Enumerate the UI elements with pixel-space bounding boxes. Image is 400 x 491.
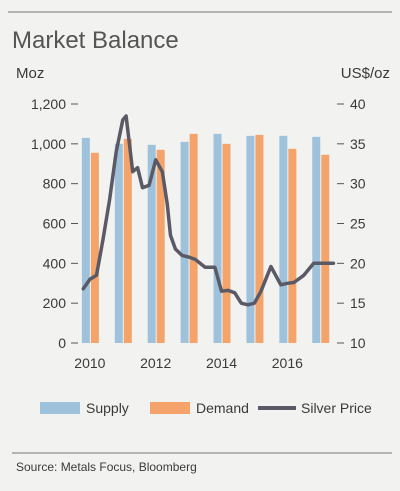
legend-price-label: Silver Price [301, 400, 372, 416]
demand-bar [222, 143, 231, 343]
silver-price-series [81, 114, 336, 307]
source-note: Source: Metals Focus, Bloomberg [16, 460, 197, 474]
chart-title: Market Balance [12, 27, 179, 54]
silver-price-line [81, 114, 336, 307]
supply-bar [180, 141, 189, 343]
x-tick-label: 2016 [272, 355, 303, 371]
right-tick-label: 15 [350, 295, 366, 311]
right-axis-unit: US$/oz [341, 65, 390, 82]
right-tick-label: 30 [350, 176, 366, 192]
left-axis-unit: Moz [16, 65, 44, 82]
right-tick-label: 20 [350, 255, 366, 271]
right-tick-label: 25 [350, 216, 366, 232]
demand-bar [156, 149, 165, 343]
demand-bar [288, 148, 297, 343]
x-axis-ticks: 2010 2012 2014 2016 [74, 355, 303, 371]
x-tick-label: 2014 [206, 355, 237, 371]
right-tick-label: 35 [350, 136, 366, 152]
supply-bar [213, 133, 222, 343]
legend-supply-swatch [40, 402, 80, 414]
supply-bar [312, 136, 321, 343]
legend-demand-swatch [150, 402, 190, 414]
supply-bar [246, 135, 255, 343]
legend-supply-label: Supply [86, 400, 129, 416]
left-tick-label: 1,000 [31, 136, 66, 152]
demand-bar [255, 134, 264, 343]
demand-bar [123, 138, 132, 343]
supply-bar [279, 135, 288, 343]
right-tick-label: 40 [350, 96, 366, 112]
left-tick-label: 600 [43, 216, 67, 232]
supply-bar [81, 137, 90, 343]
demand-bar [321, 154, 330, 343]
left-tick-label: 400 [43, 255, 67, 271]
bar-series [81, 133, 330, 343]
x-tick-label: 2012 [140, 355, 171, 371]
left-tick-label: 200 [43, 295, 67, 311]
demand-bar [90, 152, 99, 343]
supply-bar [114, 143, 123, 343]
legend-demand-label: Demand [196, 400, 249, 416]
x-tick-label: 2010 [74, 355, 105, 371]
legend: Supply Demand Silver Price [40, 400, 372, 416]
left-tick-label: 1,200 [31, 96, 66, 112]
supply-bar [147, 144, 156, 343]
left-axis-ticks: 0 200 400 600 800 1,000 1,200 [31, 96, 78, 351]
demand-bar [189, 133, 198, 343]
left-tick-label: 800 [43, 176, 67, 192]
right-tick-label: 10 [350, 335, 366, 351]
left-tick-label: 0 [58, 335, 66, 351]
right-axis-ticks: 10 15 20 25 30 35 40 [337, 96, 366, 351]
